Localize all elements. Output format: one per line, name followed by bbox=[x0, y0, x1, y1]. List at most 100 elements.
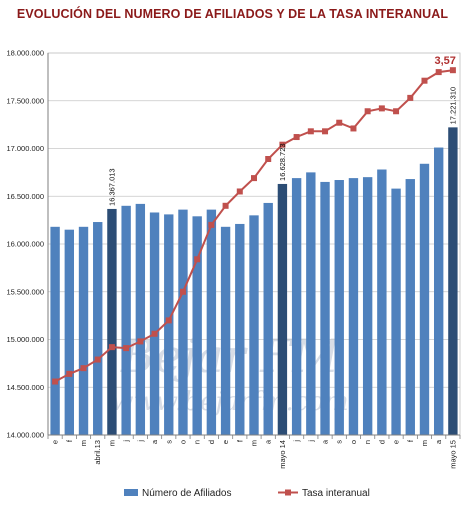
bar bbox=[277, 183, 288, 435]
x-tick-label: mayo 14 bbox=[278, 440, 287, 469]
rate-point bbox=[66, 370, 73, 377]
rate-point bbox=[165, 317, 172, 324]
x-tick-label: m bbox=[107, 440, 116, 446]
bar bbox=[448, 127, 458, 435]
bar bbox=[149, 212, 160, 435]
bar bbox=[178, 209, 188, 435]
bar bbox=[220, 226, 231, 435]
y-axis: 14.000.000 14.500.000 15.000.000 15.500.000… bbox=[6, 49, 44, 440]
rate-point bbox=[322, 128, 329, 135]
data-labels: 16.367.013 16.628.723 17.221.310 3,57 bbox=[107, 55, 457, 206]
rate-point bbox=[293, 134, 300, 141]
x-tick-label: a bbox=[321, 439, 330, 444]
rate-point bbox=[393, 108, 400, 115]
rate-point bbox=[364, 108, 371, 115]
bar bbox=[320, 181, 330, 435]
x-tick-label: m bbox=[420, 440, 429, 446]
x-tick-label: n bbox=[193, 440, 202, 444]
bar bbox=[107, 208, 117, 435]
rate-point bbox=[80, 365, 87, 372]
bar-value-label: 16.367.013 bbox=[107, 168, 116, 206]
legend-bar-label: Número de Afiliados bbox=[142, 488, 232, 499]
rate-point bbox=[251, 175, 257, 182]
bar bbox=[263, 202, 273, 435]
legend-line-marker bbox=[285, 489, 291, 496]
y-tick-label: 18.000.000 bbox=[6, 49, 44, 58]
bar bbox=[405, 179, 415, 435]
rate-point bbox=[307, 128, 314, 135]
x-tick-label: j bbox=[292, 440, 301, 443]
bar-value-label: 16.628.723 bbox=[278, 143, 287, 181]
rate-point bbox=[123, 345, 130, 352]
bar bbox=[235, 223, 245, 435]
rate-point bbox=[336, 119, 343, 126]
rate-point bbox=[137, 338, 144, 345]
rate-point bbox=[435, 69, 442, 76]
x-axis: e f m abril.13 m j j a s o n d e f m a mayo 14 j j a s o n d e f m… bbox=[51, 439, 458, 469]
bar bbox=[362, 177, 373, 435]
legend-bar-swatch bbox=[124, 489, 138, 496]
y-tick-label: 17.500.000 bbox=[6, 96, 44, 105]
x-tick-label: abril.13 bbox=[93, 440, 102, 465]
bar bbox=[164, 214, 174, 435]
y-tick-label: 16.000.000 bbox=[6, 240, 44, 249]
chart-title: EVOLUCIÓN DEL NUMERO DE AFILIADOS Y DE L… bbox=[16, 7, 449, 21]
y-tick-label: 15.500.000 bbox=[6, 287, 44, 296]
rate-point bbox=[222, 202, 229, 209]
legend-line-label: Tasa interanual bbox=[302, 488, 370, 499]
x-tick-label: e bbox=[221, 440, 230, 444]
bar bbox=[291, 178, 302, 436]
x-tick-label: s bbox=[164, 440, 173, 444]
y-tick-label: 17.000.000 bbox=[6, 144, 44, 153]
y-tick-label: 15.000.000 bbox=[6, 335, 44, 344]
x-tick-label: j bbox=[122, 440, 131, 443]
y-tick-label: 16.500.000 bbox=[6, 192, 44, 201]
rate-point bbox=[378, 105, 385, 112]
bar bbox=[135, 203, 146, 435]
x-tick-label: m bbox=[79, 440, 88, 446]
rate-point bbox=[151, 330, 158, 337]
legend: Número de Afiliados Tasa interanual bbox=[124, 488, 370, 499]
x-tick-label: f bbox=[65, 439, 74, 442]
x-tick-label: f bbox=[406, 439, 415, 442]
x-tick-label: f bbox=[235, 439, 244, 442]
x-tick-label: o bbox=[349, 440, 358, 444]
x-tick-label: e bbox=[392, 440, 401, 444]
x-tick-label: j bbox=[136, 440, 145, 443]
bar-series bbox=[50, 127, 458, 436]
x-tick-label: d bbox=[207, 440, 216, 444]
x-tick-label: d bbox=[377, 440, 386, 444]
rate-point bbox=[94, 356, 101, 363]
x-tick-label: mayo 15 bbox=[448, 440, 457, 469]
rate-point bbox=[350, 125, 357, 132]
bar bbox=[50, 226, 60, 435]
bar bbox=[192, 216, 202, 435]
bar bbox=[391, 188, 401, 435]
rate-value-label: 3,57 bbox=[434, 55, 455, 67]
bar bbox=[206, 209, 217, 435]
x-tick-label: n bbox=[363, 440, 372, 444]
x-tick-label: a bbox=[264, 439, 273, 444]
rate-point bbox=[194, 256, 201, 263]
bar bbox=[78, 226, 89, 435]
rate-point bbox=[236, 188, 243, 195]
axis-lines bbox=[47, 53, 461, 439]
rate-point bbox=[449, 67, 456, 74]
x-tick-label: e bbox=[51, 440, 60, 444]
rate-point bbox=[179, 288, 186, 295]
bar bbox=[306, 172, 316, 435]
bar bbox=[419, 163, 430, 435]
y-tick-label: 14.500.000 bbox=[6, 383, 44, 392]
rate-point bbox=[421, 77, 428, 84]
x-tick-label: a bbox=[150, 439, 159, 444]
rate-point bbox=[265, 156, 272, 163]
bar bbox=[93, 222, 103, 435]
rate-point bbox=[208, 221, 215, 228]
line-series bbox=[52, 67, 456, 385]
rate-point bbox=[407, 94, 414, 101]
rate-point bbox=[279, 141, 286, 148]
rate-point bbox=[108, 344, 115, 351]
bar bbox=[334, 180, 344, 435]
bar bbox=[249, 215, 259, 435]
